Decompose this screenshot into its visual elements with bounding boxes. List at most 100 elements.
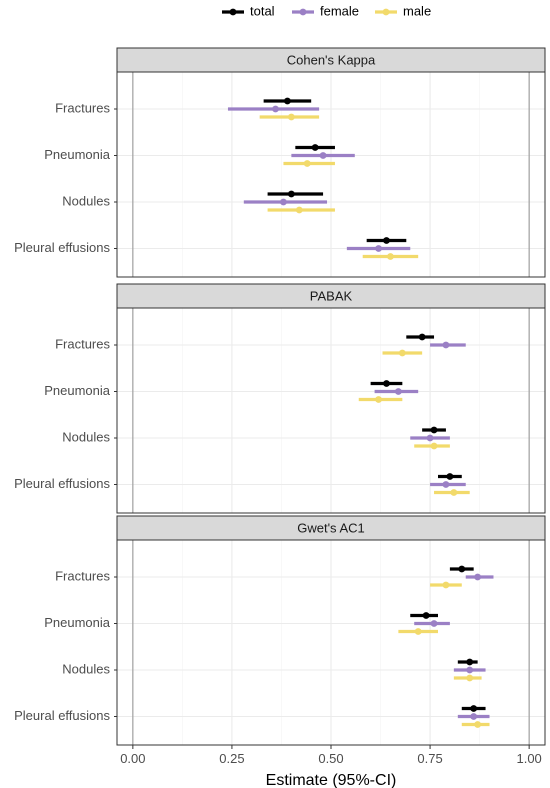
estimate-pneumonia-total bbox=[410, 612, 438, 619]
category-label: Fractures bbox=[55, 100, 110, 115]
panel-title: PABAK bbox=[310, 288, 353, 303]
category-label: Pneumonia bbox=[44, 147, 111, 162]
point-estimate bbox=[442, 341, 450, 349]
estimate-fractures-female bbox=[430, 341, 466, 349]
estimate-fractures-total bbox=[449, 565, 474, 573]
legend-label: female bbox=[320, 3, 359, 18]
x-tick-label: 0.00 bbox=[120, 751, 145, 766]
panel-gwet-s-ac1: Gwet's AC1 Fractures Pneumonia Nodules Pleur… bbox=[14, 515, 546, 746]
point-estimate bbox=[466, 666, 474, 674]
estimate-pneumonia-total bbox=[370, 380, 403, 387]
point-estimate bbox=[418, 333, 426, 341]
estimate-pneumonia-female bbox=[374, 388, 419, 395]
x-axis: 0.00 0.25 0.50 0.75 1.00 bbox=[120, 745, 542, 766]
category-label: Pneumonia bbox=[44, 615, 111, 630]
point-estimate bbox=[474, 721, 482, 728]
estimate-pleural-effusions-female bbox=[346, 245, 411, 252]
category-label: Nodules bbox=[62, 429, 110, 444]
legend-key-point bbox=[299, 8, 307, 16]
point-estimate bbox=[442, 581, 450, 589]
estimate-pneumonia-female bbox=[414, 620, 450, 627]
panel-strip bbox=[116, 47, 546, 73]
estimate-pneumonia-male bbox=[358, 396, 403, 403]
point-estimate bbox=[394, 388, 402, 395]
estimate-fractures-female bbox=[227, 105, 320, 113]
category-label: Fractures bbox=[55, 336, 110, 351]
estimate-nodules-male bbox=[267, 206, 335, 214]
estimate-nodules-total bbox=[422, 426, 446, 434]
estimate-pleural-effusions-male bbox=[461, 721, 490, 728]
point-estimate bbox=[387, 253, 394, 260]
x-tick-label: 0.50 bbox=[318, 751, 343, 766]
panel-strip bbox=[116, 283, 546, 309]
estimate-pleural-effusions-male bbox=[362, 253, 419, 260]
x-axis-title: Estimate (95%-CI) bbox=[266, 772, 397, 788]
estimate-fractures-male bbox=[430, 581, 462, 589]
legend-label: total bbox=[250, 3, 275, 18]
estimate-pleural-effusions-male bbox=[434, 489, 470, 496]
panel-pabak: PABAK Fractures Pneumonia Nodules Pleural ef… bbox=[14, 283, 546, 514]
estimate-nodules-total bbox=[457, 658, 478, 666]
point-estimate bbox=[426, 434, 434, 442]
panel-border bbox=[116, 71, 546, 278]
estimate-nodules-male bbox=[414, 442, 450, 450]
point-estimate bbox=[383, 380, 390, 387]
panel-cohen-s-kappa: Cohen's Kappa Fractures Pneumonia Nodules Pl… bbox=[14, 47, 546, 278]
panel-title: Cohen's Kappa bbox=[287, 52, 376, 67]
point-estimate bbox=[272, 105, 279, 113]
point-estimate bbox=[458, 565, 466, 573]
category-label: Pleural effusions bbox=[14, 708, 110, 723]
point-estimate bbox=[450, 489, 458, 496]
point-estimate bbox=[284, 97, 291, 105]
estimate-pleural-effusions-female bbox=[430, 481, 466, 488]
point-estimate bbox=[375, 396, 382, 403]
point-estimate bbox=[430, 442, 438, 450]
estimate-pneumonia-male bbox=[283, 160, 335, 167]
point-estimate bbox=[311, 144, 319, 151]
x-tick-label: 1.00 bbox=[516, 751, 541, 766]
category-label: Pneumonia bbox=[44, 383, 111, 398]
panel-strip bbox=[116, 515, 546, 541]
legend-label: male bbox=[403, 3, 431, 18]
point-estimate bbox=[398, 349, 406, 357]
estimate-nodules-female bbox=[243, 198, 328, 206]
category-label: Pleural effusions bbox=[14, 240, 110, 255]
point-estimate bbox=[414, 628, 422, 635]
estimate-nodules-female bbox=[410, 434, 450, 442]
point-estimate bbox=[287, 113, 295, 121]
estimate-pneumonia-male bbox=[398, 628, 438, 635]
point-estimate bbox=[319, 152, 327, 159]
point-estimate bbox=[474, 573, 482, 581]
point-estimate bbox=[470, 705, 478, 712]
category-label: Nodules bbox=[62, 193, 110, 208]
point-estimate bbox=[295, 206, 303, 214]
estimate-nodules-total bbox=[267, 190, 324, 198]
estimate-fractures-male bbox=[382, 349, 423, 357]
legend: total female male bbox=[222, 3, 431, 18]
point-estimate bbox=[466, 674, 474, 682]
legend-item-male: male bbox=[375, 3, 431, 18]
point-estimate bbox=[303, 160, 311, 167]
panel-title: Gwet's AC1 bbox=[297, 520, 365, 535]
point-estimate bbox=[375, 245, 382, 252]
point-estimate bbox=[430, 620, 438, 627]
x-tick-label: 0.25 bbox=[219, 751, 244, 766]
category-label: Fractures bbox=[55, 568, 110, 583]
legend-item-total: total bbox=[222, 3, 275, 18]
point-estimate bbox=[287, 190, 295, 198]
panels: Cohen's Kappa Fractures Pneumonia Nodules Pl… bbox=[14, 47, 546, 746]
point-estimate bbox=[383, 237, 390, 244]
point-estimate bbox=[470, 713, 478, 720]
panel-border bbox=[116, 307, 546, 514]
point-estimate bbox=[422, 612, 430, 619]
category-label: Pleural effusions bbox=[14, 476, 110, 491]
estimate-fractures-total bbox=[406, 333, 435, 341]
estimate-fractures-female bbox=[465, 573, 494, 581]
estimate-nodules-female bbox=[453, 666, 486, 674]
point-estimate bbox=[430, 426, 438, 434]
estimate-pleural-effusions-total bbox=[438, 473, 462, 480]
estimate-pleural-effusions-total bbox=[461, 705, 486, 712]
estimate-pleural-effusions-female bbox=[457, 713, 490, 720]
estimate-fractures-male bbox=[259, 113, 320, 121]
